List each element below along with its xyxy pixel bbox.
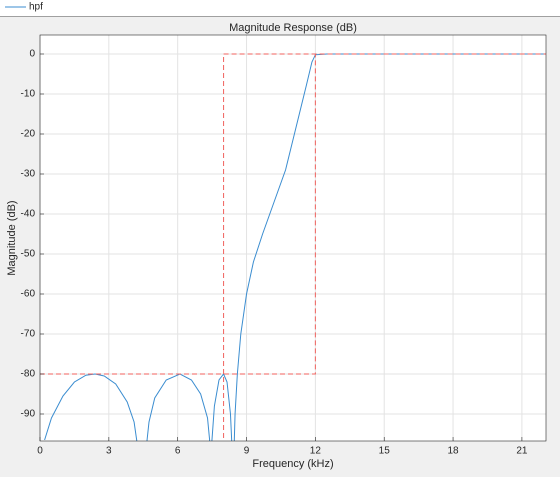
y-tick-label: -90 [21, 409, 36, 420]
x-tick-label: 21 [516, 446, 528, 457]
x-tick-label: 0 [37, 446, 43, 457]
y-tick-label: -70 [21, 329, 36, 340]
axes-box [39, 34, 547, 442]
y-tick-label: -30 [21, 169, 36, 180]
y-tick-label: -20 [21, 129, 36, 140]
y-axis-label: Magnitude (dB) [6, 200, 18, 275]
y-tick-label: -40 [21, 209, 36, 220]
x-tick-label: 6 [175, 446, 181, 457]
y-tick-label: -60 [21, 289, 36, 300]
y-tick-label: -10 [21, 89, 36, 100]
y-tick-label: -50 [21, 249, 36, 260]
plot-area [40, 35, 546, 441]
y-tick-label: -80 [21, 369, 36, 380]
y-tick-label: 0 [29, 49, 35, 60]
x-tick-label: 9 [244, 446, 250, 457]
mask-line [223, 53, 546, 441]
x-tick-label: 3 [106, 446, 112, 457]
mask-line [40, 54, 316, 375]
x-axis-label: Frequency (kHz) [252, 458, 333, 470]
response-line [44, 53, 546, 441]
x-tick-label: 12 [310, 446, 322, 457]
x-tick-label: 15 [379, 446, 391, 457]
legend-bar [0, 0, 560, 16]
x-tick-label: 18 [447, 446, 459, 457]
chart-title: Magnitude Response (dB) [229, 22, 357, 34]
legend-label: hpf [29, 2, 43, 13]
